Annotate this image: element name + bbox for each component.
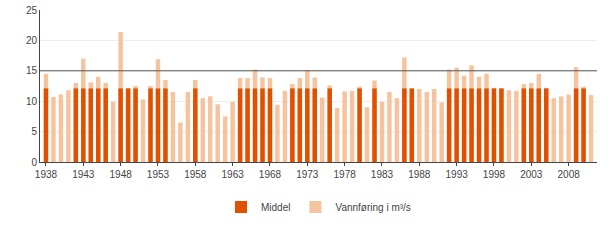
svg-text:1993: 1993: [446, 169, 469, 180]
svg-text:0: 0: [31, 157, 37, 168]
svg-text:1988: 1988: [408, 169, 431, 180]
svg-text:1983: 1983: [371, 169, 394, 180]
svg-text:1948: 1948: [110, 169, 133, 180]
svg-text:20: 20: [26, 35, 38, 46]
svg-text:25: 25: [26, 5, 38, 16]
svg-text:1953: 1953: [147, 169, 170, 180]
svg-text:2003: 2003: [520, 169, 543, 180]
svg-text:1943: 1943: [72, 169, 95, 180]
svg-text:Middel: Middel: [261, 202, 290, 213]
svg-text:15: 15: [26, 65, 38, 76]
svg-text:Vannføring i m³/s: Vannføring i m³/s: [335, 202, 410, 213]
svg-text:1998: 1998: [483, 169, 506, 180]
svg-text:5: 5: [31, 126, 37, 137]
svg-text:1938: 1938: [35, 169, 58, 180]
svg-text:1968: 1968: [259, 169, 282, 180]
svg-text:1973: 1973: [296, 169, 319, 180]
svg-text:1958: 1958: [184, 169, 207, 180]
svg-text:1978: 1978: [334, 169, 357, 180]
svg-text:1963: 1963: [222, 169, 245, 180]
svg-text:2008: 2008: [558, 169, 581, 180]
svg-text:10: 10: [26, 96, 38, 107]
